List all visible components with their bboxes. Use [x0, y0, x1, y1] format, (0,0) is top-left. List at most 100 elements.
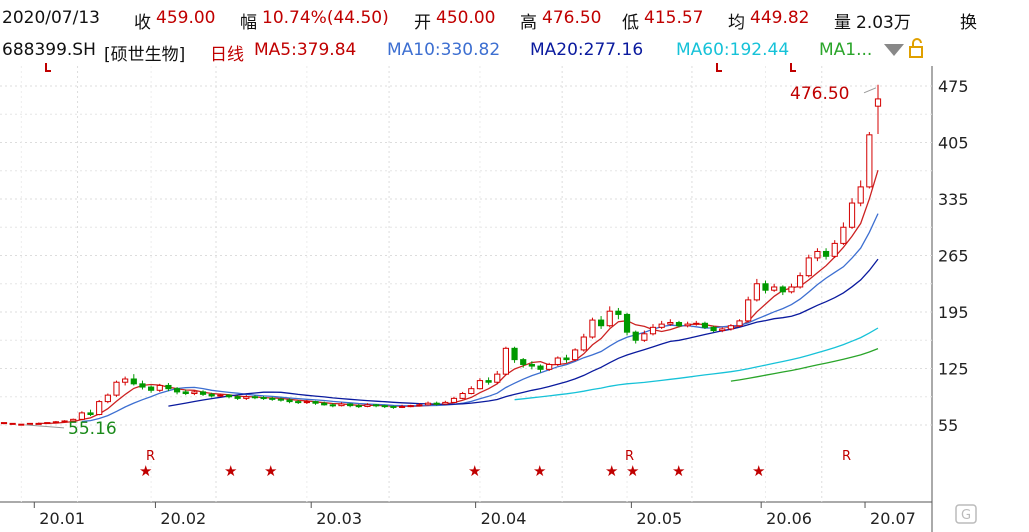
candle-body [450, 397, 458, 403]
star-marker: ★ [533, 462, 546, 480]
candle-body [347, 403, 354, 407]
candle-body [520, 359, 527, 365]
flag-marker [716, 63, 722, 72]
candle-body [719, 328, 726, 332]
change-label: 幅 [240, 13, 257, 33]
candle-body [9, 422, 16, 425]
candle-body [407, 405, 414, 408]
high-value-label: 476.50 [790, 84, 849, 104]
candle-body [355, 405, 362, 408]
stock-name: [硕世生物] [104, 45, 186, 64]
close-value: 459.00 [156, 8, 216, 28]
candle-body [814, 250, 821, 259]
date-tick-label: 20.04 [481, 509, 527, 528]
candle-body [44, 422, 51, 425]
candle-body [693, 322, 700, 325]
candle-body [736, 320, 743, 327]
candle-body [277, 398, 285, 401]
high-pointer [863, 87, 877, 94]
candle-body [148, 386, 155, 391]
candle-body [295, 401, 302, 404]
quote-date: 2020/07/13 [2, 8, 100, 28]
candle-body [572, 349, 579, 361]
volume-label: 量 [834, 13, 851, 33]
candle-body [243, 396, 250, 399]
candle-body [0, 422, 8, 425]
candle-body [788, 286, 795, 293]
watermark-logo: G [955, 504, 977, 524]
ma10-line [81, 213, 879, 423]
candle-body [199, 391, 207, 395]
ma60-line [514, 327, 879, 401]
candle-body [848, 202, 856, 228]
candle-body [528, 363, 535, 367]
price-tick-label: 195 [938, 303, 969, 322]
low-value: 415.57 [644, 8, 704, 28]
candle-body [675, 321, 683, 327]
candle-body [364, 404, 371, 407]
candle-body [589, 319, 596, 338]
volume-value: 2.03万 [856, 13, 911, 33]
ma120-legend: MA1... [819, 40, 873, 60]
price-tick-label: 125 [938, 360, 969, 379]
candle-body [338, 403, 345, 407]
candle-body [537, 365, 544, 370]
candle-body [701, 322, 709, 328]
candle-body [312, 401, 319, 404]
candle-body [649, 326, 657, 335]
candle-body [61, 420, 68, 423]
candle-body [797, 275, 804, 288]
candle-body [329, 404, 336, 407]
candle-body [390, 405, 397, 408]
candle-body [442, 401, 449, 405]
candle-body [727, 325, 734, 330]
candle-body [866, 134, 873, 188]
price-tick-label: 475 [938, 77, 969, 96]
candle-body [874, 98, 882, 107]
candle-body [606, 310, 613, 327]
date-tick-label: 20.06 [766, 509, 812, 528]
candle-body [771, 286, 778, 291]
ma60-legend: MA60:192.44 [676, 40, 790, 60]
candle-body [87, 412, 94, 416]
date-tick-label: 20.05 [636, 509, 682, 528]
candle-body [546, 363, 553, 370]
candle-body [424, 402, 432, 406]
star-marker: ★ [224, 462, 237, 480]
ma-legend: 688399.SH [硕世生物] 日线 MA5:379.84 MA10:330.… [0, 38, 1029, 64]
candle-body [78, 412, 85, 420]
star-marker: ★ [139, 462, 152, 480]
candle-body [35, 422, 42, 425]
low-pointer [25, 424, 65, 429]
candle-body [234, 396, 241, 399]
candle-body [165, 384, 172, 390]
high-value: 476.50 [542, 8, 602, 28]
price-axis: 475 405 335 265 195 125 55 [938, 77, 969, 435]
candle-body [70, 418, 77, 422]
change-value: 10.74%(44.50) [262, 8, 389, 28]
star-marker: ★ [468, 462, 481, 480]
candle-body [554, 357, 561, 365]
candle-body [269, 397, 276, 400]
candle-body [26, 422, 34, 425]
candle-body [805, 257, 812, 277]
candle-body [303, 401, 310, 404]
candle-body [658, 323, 665, 328]
candle-body [381, 405, 388, 408]
price-tick-label: 55 [938, 416, 958, 435]
candle-body [762, 283, 769, 291]
candle-body [580, 336, 587, 351]
candle-body [822, 250, 830, 257]
turnover-label: 换 [960, 13, 977, 33]
candle-body [416, 404, 423, 407]
period-label: 日线 [210, 45, 244, 64]
r-marker: R [625, 449, 634, 464]
date-tick-label: 20.01 [39, 509, 85, 528]
ma-lines [38, 170, 879, 425]
candle-body [597, 319, 605, 327]
lock-icon[interactable] [909, 38, 923, 58]
dropdown-triangle-icon[interactable] [884, 44, 904, 56]
candle-body [502, 347, 509, 375]
